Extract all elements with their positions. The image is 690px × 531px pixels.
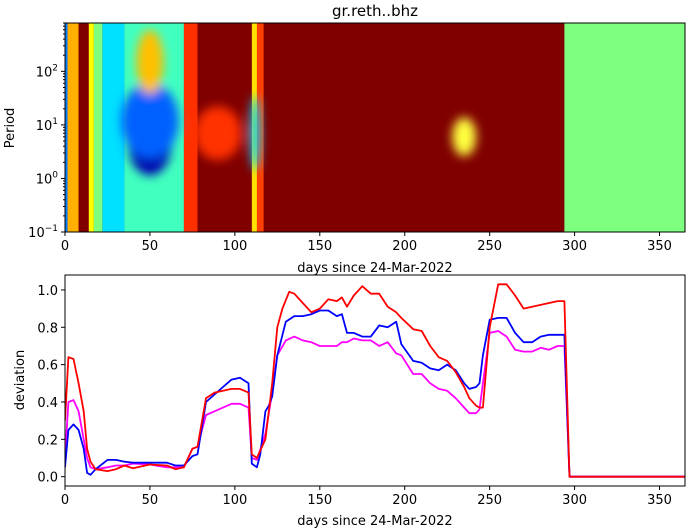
line-x-tick-label-2: 100 <box>222 493 247 508</box>
line-x-tick-label-1: 50 <box>142 493 159 508</box>
heatmap-x-axis-label: days since 24-Mar-2022 <box>297 261 452 276</box>
line-plot-area <box>65 275 685 486</box>
line-y-tick-label-4: 0.8 <box>37 321 58 336</box>
heatmap-region-11 <box>263 23 565 232</box>
line-x-tick-label-3: 150 <box>307 493 332 508</box>
heatmap-y-axis-label: Period <box>3 108 18 149</box>
heatmap-blobs <box>121 29 477 176</box>
heatmap-region-10 <box>256 23 264 232</box>
heatmap-region-5 <box>102 23 125 232</box>
line-x-axis-label: days since 24-Mar-2022 <box>297 514 452 529</box>
heatmap-y-ticks: 10−1 100 101 102 <box>28 22 65 241</box>
series-line-2 <box>65 283 685 478</box>
heatmap-region-2 <box>78 23 89 232</box>
heatmap-region-1 <box>67 23 79 232</box>
series-line-1 <box>65 309 685 478</box>
heatmap-x-tick-label-5: 250 <box>477 239 502 254</box>
heatmap-x-tick-label-6: 300 <box>562 239 587 254</box>
heatmap-region-0 <box>65 23 68 232</box>
line-x-tick-label-5: 250 <box>477 493 502 508</box>
heatmap-y-tick-label-3: 102 <box>36 63 58 80</box>
line-y-tick-label-5: 1.0 <box>37 284 58 299</box>
heatmap-x-tick-label-4: 200 <box>392 239 417 254</box>
heatmap-x-tick-label-7: 350 <box>647 239 672 254</box>
line-y-axis-label: deviation <box>13 350 28 410</box>
line-panel: 0 50 100 150 200 250 300 350 0.0 0.2 0.4 0.6 0.8 1.0… <box>13 274 686 529</box>
heatmap-blob-1 <box>121 83 179 159</box>
line-x-tick-label-7: 350 <box>647 493 672 508</box>
line-x-ticks: 0 50 100 150 200 250 300 350 <box>61 486 672 508</box>
heatmap-y-tick-label-2: 101 <box>36 117 58 134</box>
heatmap-x-ticks: 0 50 100 150 200 250 300 350 <box>61 232 672 254</box>
line-frame <box>64 274 686 487</box>
heatmap-blob-4 <box>452 117 477 157</box>
heatmap-x-tick-label-2: 100 <box>222 239 247 254</box>
heatmap-x-tick-label-0: 0 <box>61 239 69 254</box>
series-line-0 <box>65 330 685 478</box>
line-y-tick-label-0: 0.0 <box>37 471 58 486</box>
heatmap-blob-3 <box>250 95 261 171</box>
heatmap-x-tick-label-1: 50 <box>142 239 159 254</box>
heatmap-title: gr.reth..bhz <box>332 2 418 20</box>
heatmap-y-tick-label-0: 10−1 <box>28 224 58 241</box>
heatmap-region-3 <box>88 23 94 232</box>
line-x-tick-label-4: 200 <box>392 493 417 508</box>
line-y-tick-label-2: 0.4 <box>37 396 58 411</box>
heatmap-x-tick-label-3: 150 <box>307 239 332 254</box>
line-x-tick-label-6: 300 <box>562 493 587 508</box>
heatmap-y-tick-label-1: 100 <box>36 170 59 187</box>
line-y-tick-label-3: 0.6 <box>37 359 58 374</box>
heatmap-region-4 <box>93 23 103 232</box>
line-x-tick-label-0: 0 <box>61 493 69 508</box>
line-y-ticks: 0.0 0.2 0.4 0.6 0.8 1.0 <box>37 284 65 486</box>
line-y-tick-label-1: 0.2 <box>37 433 58 448</box>
heatmap-blob-2 <box>136 29 164 95</box>
heatmap-region-12 <box>564 23 685 232</box>
line-series-group <box>65 283 685 478</box>
heatmap-blob-5 <box>194 106 242 160</box>
heatmap-region-7 <box>183 23 198 232</box>
heatmap-panel: 0 50 100 150 200 250 300 350 10−1 100 101 102 gr.r… <box>3 2 686 276</box>
